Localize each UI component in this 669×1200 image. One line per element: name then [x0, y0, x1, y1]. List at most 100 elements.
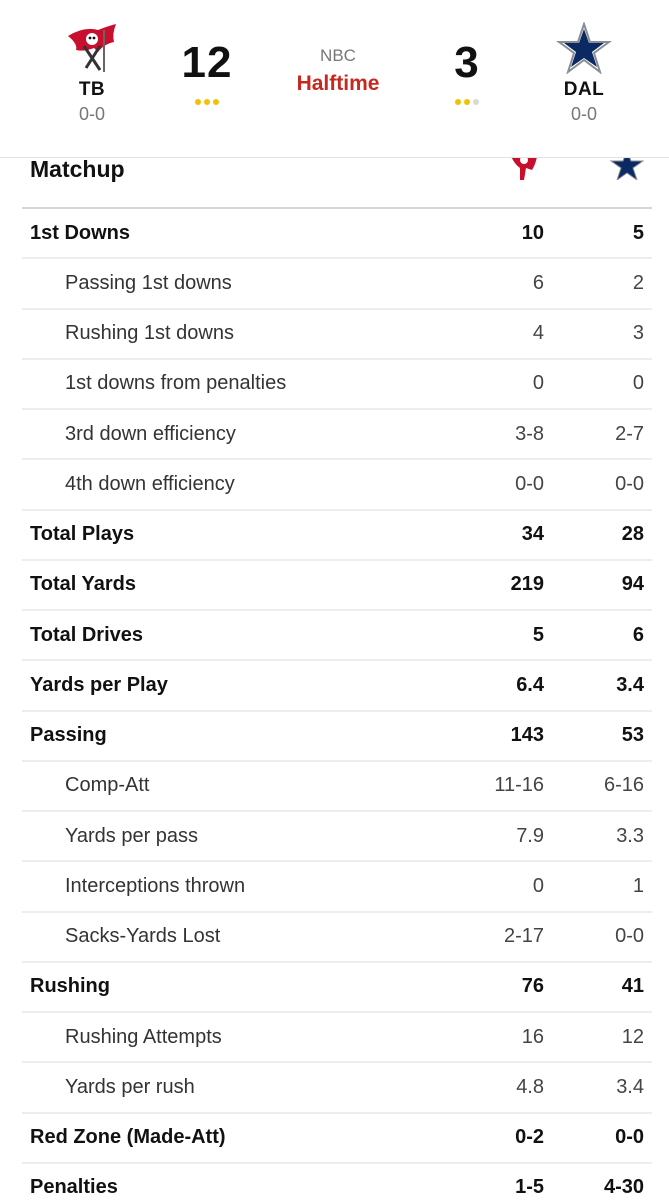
home-timeouts [422, 92, 512, 110]
stat-row: Total Drives 5 6 [22, 611, 652, 662]
home-team[interactable]: DAL 0-0 [524, 22, 644, 125]
home-team-abbr: DAL [563, 79, 605, 100]
home-stat-value: 2-7 [615, 422, 644, 445]
away-stat-value: 34 [521, 523, 544, 546]
stat-label: Rushing Attempts [65, 1025, 222, 1048]
timeout-dot [213, 99, 219, 105]
stat-row: Penalties 1-5 4-30 [22, 1164, 652, 1200]
away-stat-value: 6 [532, 271, 544, 294]
broadcast-network: NBC [320, 46, 356, 65]
home-stat-value: 4-30 [603, 1176, 644, 1199]
stat-row: Interceptions thrown 0 1 [22, 862, 652, 913]
home-stat-value: 0-0 [615, 925, 644, 948]
stat-label: 3rd down efficiency [65, 422, 236, 445]
away-stat-value: 0-0 [515, 472, 544, 495]
home-stat-value: 94 [621, 573, 644, 596]
away-stat-value: 2-17 [503, 925, 544, 948]
away-team-record: 0-0 [78, 104, 105, 124]
matchup-header: Matchup [0, 150, 669, 208]
stat-row: Yards per pass 7.9 3.3 [22, 812, 652, 863]
home-team-record: 0-0 [570, 104, 597, 124]
away-stat-value: 16 [521, 1025, 544, 1048]
timeout-dot [455, 99, 461, 105]
stat-row: Rushing 1st downs 4 3 [22, 310, 652, 360]
stat-row: Red Zone (Made-Att) 0-2 0-0 [22, 1114, 652, 1164]
home-stat-value: 12 [621, 1025, 644, 1048]
away-stat-value: 5 [532, 623, 544, 646]
timeout-dot [195, 99, 201, 105]
away-stat-value: 6.4 [516, 673, 544, 696]
stat-row: 1st Downs 10 5 [22, 209, 652, 260]
stat-label: 1st Downs [30, 221, 131, 244]
stat-label: Rushing [30, 975, 110, 998]
stat-label: Rushing 1st downs [65, 322, 234, 345]
away-stat-value: 1-5 [515, 1176, 544, 1199]
away-team[interactable]: TB 0-0 [32, 22, 152, 125]
away-stat-value: 3-8 [515, 422, 544, 445]
away-timeouts [162, 92, 252, 110]
stat-row: Comp-Att 11-16 6-16 [22, 762, 652, 812]
timeout-dot [473, 99, 479, 105]
away-stat-value: 143 [510, 724, 544, 747]
game-period-status: Halftime [296, 72, 380, 95]
home-score: 3 [454, 38, 480, 87]
stat-row: Total Yards 219 94 [22, 561, 652, 611]
stat-label: Total Plays [30, 523, 135, 546]
game-status: NBC Halftime [268, 46, 408, 96]
stat-row: 1st downs from penalties 0 0 [22, 360, 652, 410]
home-stat-value: 2 [632, 271, 644, 294]
stat-label: Passing 1st downs [65, 271, 232, 294]
home-stat-value: 3.4 [616, 1075, 644, 1098]
stat-row: Rushing 76 41 [22, 963, 652, 1013]
score-header: TB 0-0 12 NBC Halftime 3 DAL 0-0 [0, 0, 669, 158]
stat-label: Yards per rush [65, 1075, 195, 1098]
away-score: 12 [181, 38, 233, 87]
home-stat-value: 3.4 [616, 673, 644, 696]
home-stat-value: 53 [621, 724, 644, 747]
stat-row: 4th down efficiency 0-0 0-0 [22, 460, 652, 511]
stat-label: Yards per pass [65, 824, 199, 847]
away-stat-value: 4.8 [516, 1075, 544, 1098]
home-stat-value: 41 [621, 975, 644, 998]
away-stat-value: 0-2 [515, 1126, 544, 1149]
section-title: Matchup [30, 156, 125, 182]
home-stat-value: 3.3 [616, 824, 644, 847]
stat-label: 4th down efficiency [65, 472, 235, 495]
home-stat-value: 0-0 [615, 472, 644, 495]
home-stat-value: 6-16 [603, 774, 644, 797]
stat-row: Sacks-Yards Lost 2-17 0-0 [22, 913, 652, 963]
stat-row: Total Plays 34 28 [22, 511, 652, 561]
stat-row: Rushing Attempts 16 12 [22, 1013, 652, 1064]
away-stat-value: 76 [521, 975, 544, 998]
away-stat-value: 0 [532, 372, 544, 395]
timeout-dot [464, 99, 470, 105]
stat-label: 1st downs from penalties [65, 372, 287, 395]
stat-label: Yards per Play [30, 673, 168, 696]
home-stat-value: 6 [632, 623, 644, 646]
stat-label: Total Yards [30, 573, 136, 596]
away-stat-value: 7.9 [516, 824, 544, 847]
stat-label: Interceptions thrown [65, 874, 246, 897]
cowboys-star-icon [556, 22, 612, 74]
away-stat-value: 10 [521, 221, 544, 244]
stat-label: Comp-Att [65, 774, 150, 797]
stat-row: 3rd down efficiency 3-8 2-7 [22, 410, 652, 461]
timeout-dot [204, 99, 210, 105]
stat-label: Passing [30, 724, 107, 747]
away-stat-value: 4 [532, 322, 544, 345]
away-team-abbr: TB [78, 79, 106, 100]
stat-row: Yards per Play 6.4 3.4 [22, 661, 652, 712]
cowboys-mini-icon [610, 150, 644, 180]
stat-row: Passing 1st downs 6 2 [22, 259, 652, 310]
away-stat-value: 0 [532, 874, 544, 897]
team-stats-table: 1st Downs 10 5 Passing 1st downs 6 2 Rushing 1… [22, 207, 652, 1200]
home-stat-value: 0-0 [615, 1126, 644, 1149]
away-stat-value: 11-16 [494, 774, 544, 797]
home-stat-value: 1 [632, 874, 644, 897]
stat-label: Total Drives [30, 623, 143, 646]
buccaneers-flag-icon [68, 24, 116, 72]
home-stat-value: 3 [632, 322, 644, 345]
stat-label: Red Zone (Made-Att) [30, 1126, 226, 1149]
away-stat-value: 219 [510, 573, 544, 596]
stat-label: Sacks-Yards Lost [65, 925, 221, 948]
